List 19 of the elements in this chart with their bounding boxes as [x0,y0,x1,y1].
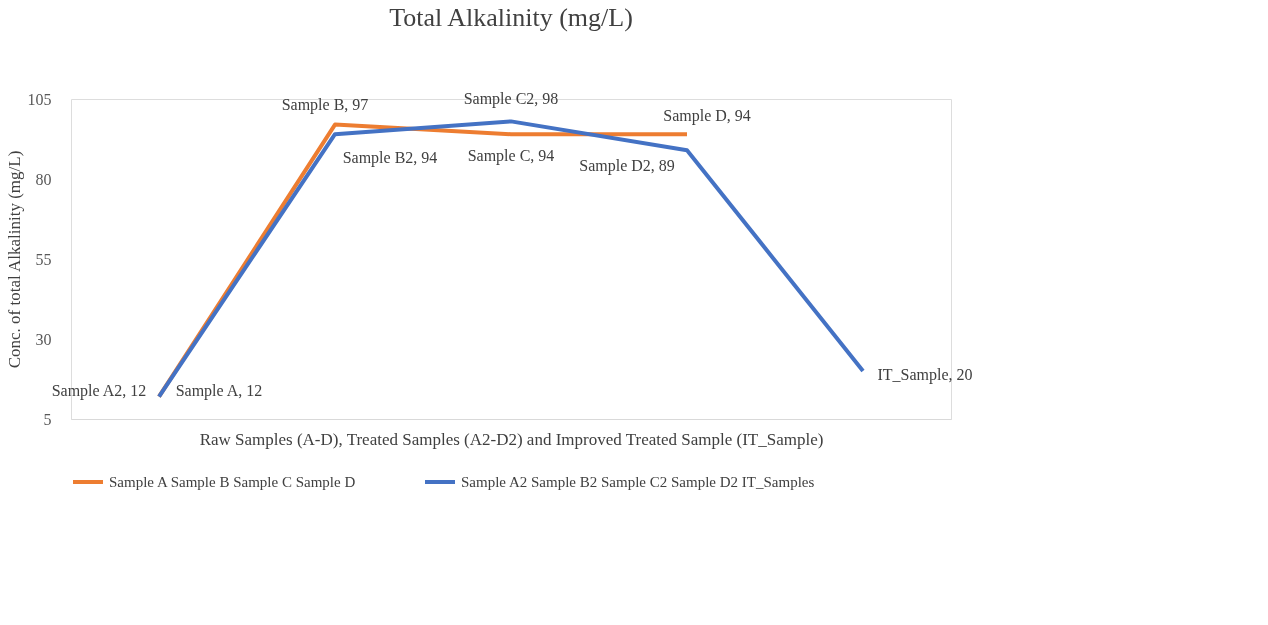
data-label: Sample B2, 94 [342,149,438,168]
legend-label: Sample A2 Sample B2 Sample C2 Sample D2 IT_Samples [461,474,815,490]
y-tick-label: 80 [35,170,52,188]
data-label: IT_Sample, 20 [877,366,973,384]
data-label: Sample A2, 12 [51,381,147,400]
y-tick-label: 105 [27,90,52,108]
data-label: Sample D2, 89 [579,157,675,176]
data-label: Sample A, 12 [175,381,263,400]
x-axis-title: Raw Samples (A-D), Treated Samples (A2-D2) and Improved Treated Sample (IT_Sample) [199,429,824,449]
y-axis-title: Conc. of total Alkalinity (mg/L) [4,150,24,369]
legend-label: Sample A Sample B Sample C Sample D [109,474,356,490]
y-tick-label: 55 [35,250,52,268]
data-label: Sample D, 94 [663,107,751,126]
data-label: Sample C, 94 [467,147,555,166]
chart-title: Total Alkalinity (mg/L) [389,3,633,32]
y-tick-label: 30 [35,330,52,348]
data-label: Sample B, 97 [281,95,369,114]
y-tick-label: 5 [43,410,52,428]
data-label: Sample C2, 98 [463,90,559,109]
